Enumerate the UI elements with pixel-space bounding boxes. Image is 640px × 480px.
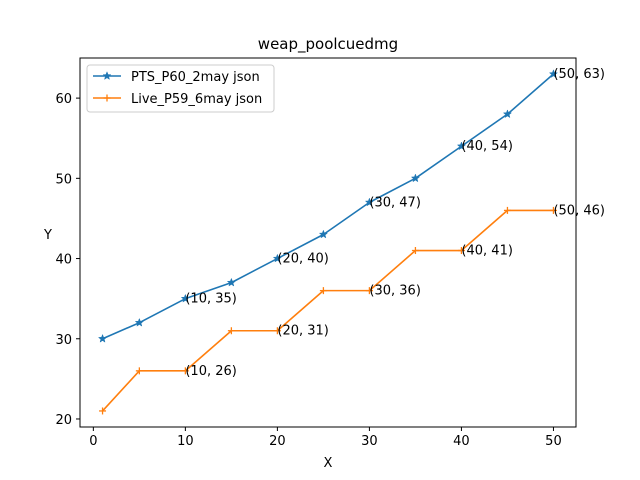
x-tick-label: 30 bbox=[361, 434, 378, 449]
legend-label: PTS_P60_2may json bbox=[131, 70, 260, 85]
data-point bbox=[134, 317, 145, 327]
data-point bbox=[319, 287, 327, 295]
point-annotation: (50, 46) bbox=[553, 203, 605, 218]
y-tick-label: 60 bbox=[55, 92, 72, 107]
point-annotation: (30, 47) bbox=[369, 195, 421, 210]
data-point bbox=[456, 141, 467, 151]
point-annotation: (50, 63) bbox=[553, 67, 605, 82]
data-point bbox=[180, 293, 191, 303]
data-point bbox=[457, 247, 465, 255]
x-tick-label: 20 bbox=[269, 434, 286, 449]
data-point bbox=[99, 407, 107, 415]
point-annotation: (10, 26) bbox=[185, 364, 237, 379]
data-point bbox=[411, 247, 419, 255]
y-axis-title: Y bbox=[43, 228, 52, 243]
series-2 bbox=[99, 206, 557, 415]
legend-marker bbox=[103, 94, 111, 102]
data-point bbox=[410, 173, 421, 183]
point-annotation: (10, 35) bbox=[185, 292, 237, 307]
legend-box bbox=[86, 64, 275, 113]
data-point bbox=[364, 197, 375, 207]
x-tick-label: 40 bbox=[453, 434, 470, 449]
axes-frame bbox=[79, 57, 577, 428]
data-point bbox=[135, 367, 143, 375]
y-tick-label: 20 bbox=[55, 413, 72, 428]
series-1 bbox=[97, 69, 559, 343]
data-point bbox=[97, 333, 108, 343]
data-point bbox=[227, 327, 235, 335]
legend-label: Live_P59_6may json bbox=[131, 92, 262, 107]
data-point bbox=[502, 109, 513, 119]
x-tick-label: 10 bbox=[177, 434, 194, 449]
y-tick-label: 30 bbox=[55, 333, 72, 348]
data-point bbox=[549, 206, 557, 214]
point-annotation: (40, 54) bbox=[461, 139, 512, 154]
legend: PTS_P60_2may json Live_P59_6may json bbox=[86, 64, 275, 113]
data-point bbox=[365, 287, 373, 295]
plot-area: (10, 35) (20, 40) (30, 47) (40, 54) (50, 63)… bbox=[97, 67, 605, 415]
data-point bbox=[272, 253, 283, 263]
x-tick-label: 50 bbox=[545, 434, 562, 449]
data-point bbox=[548, 69, 559, 79]
legend-item: PTS_P60_2may json bbox=[93, 70, 260, 85]
data-point bbox=[181, 367, 189, 375]
chart-title: weap_poolcuedmg bbox=[258, 35, 398, 54]
y-tick-label: 40 bbox=[55, 253, 72, 268]
point-annotation: (40, 41) bbox=[461, 244, 512, 259]
legend-item: Live_P59_6may json bbox=[93, 92, 262, 107]
point-annotation: (20, 31) bbox=[277, 324, 329, 339]
y-tick-label: 50 bbox=[55, 172, 72, 187]
axes: 0 10 20 30 40 50 20 30 40 50 60 bbox=[55, 92, 561, 449]
data-point bbox=[273, 327, 281, 335]
x-tick-label: 0 bbox=[89, 434, 97, 449]
data-point bbox=[318, 229, 329, 239]
legend-marker bbox=[102, 71, 112, 80]
data-point bbox=[226, 277, 237, 287]
data-point bbox=[503, 206, 511, 214]
point-annotation: (30, 36) bbox=[369, 284, 421, 299]
x-axis-title: X bbox=[324, 456, 333, 471]
point-annotation: (20, 40) bbox=[277, 252, 329, 267]
